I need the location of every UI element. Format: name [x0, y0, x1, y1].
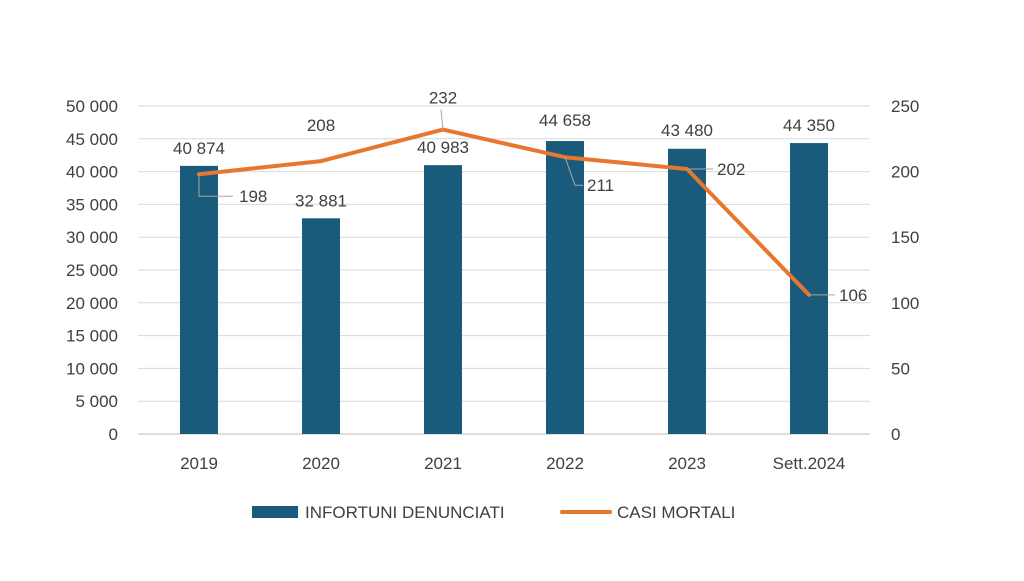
- y-right-tick-label: 50: [891, 359, 910, 378]
- y-right-tick-label: 200: [891, 163, 919, 182]
- y-left-tick-label: 40 000: [66, 163, 118, 182]
- x-tick-label: 2019: [180, 454, 218, 473]
- x-tick-label: 2021: [424, 454, 462, 473]
- legend-bar-label: INFORTUNI DENUNCIATI: [305, 503, 505, 522]
- y-left-tick-label: 15 000: [66, 327, 118, 346]
- leader-line: [564, 157, 583, 186]
- line-data-label: 211: [587, 176, 614, 195]
- bar: [180, 165, 218, 434]
- y-left-tick-label: 50 000: [66, 97, 118, 116]
- bar-data-label: 40 874: [173, 139, 225, 158]
- x-tick-label: Sett.2024: [773, 454, 846, 473]
- leader-line: [198, 174, 233, 197]
- line-data-label: 202: [717, 160, 745, 179]
- line-data-label: 198: [239, 187, 267, 206]
- y-right-tick-label: 250: [891, 97, 919, 116]
- x-tick-label: 2023: [668, 454, 706, 473]
- y-left-tick-label: 30 000: [66, 228, 118, 247]
- leader-line: [440, 109, 444, 130]
- x-tick-label: 2020: [302, 454, 340, 473]
- y-left-tick-label: 45 000: [66, 130, 118, 149]
- bar-data-label: 32 881: [295, 191, 347, 210]
- line-data-label: 208: [307, 116, 335, 135]
- y-left-tick-label: 35 000: [66, 195, 118, 214]
- y-left-tick-label: 20 000: [66, 294, 118, 313]
- bar-data-label: 40 983: [417, 138, 469, 157]
- bar: [302, 218, 340, 434]
- bar-data-label: 43 480: [661, 121, 713, 140]
- bar-data-label: 44 350: [783, 116, 835, 135]
- x-tick-label: 2022: [546, 454, 584, 473]
- bar: [668, 148, 706, 435]
- legend-line-label: CASI MORTALI: [617, 503, 735, 522]
- y-right-tick-label: 100: [891, 294, 919, 313]
- line-series: [197, 127, 811, 297]
- line-data-label: 232: [429, 89, 457, 108]
- y-left-tick-label: 25 000: [66, 261, 118, 280]
- legend-bar-swatch: [252, 506, 298, 518]
- bar: [790, 143, 828, 434]
- y-right-tick-label: 150: [891, 228, 919, 247]
- line-data-label: 106: [839, 286, 867, 305]
- y-left-tick-label: 5 000: [75, 392, 118, 411]
- bar: [424, 165, 462, 434]
- bar: [546, 141, 584, 434]
- bar-data-label: 44 658: [539, 111, 591, 130]
- y-right-tick-label: 0: [891, 425, 900, 444]
- y-left-tick-label: 10 000: [66, 359, 118, 378]
- y-left-tick-label: 0: [109, 425, 118, 444]
